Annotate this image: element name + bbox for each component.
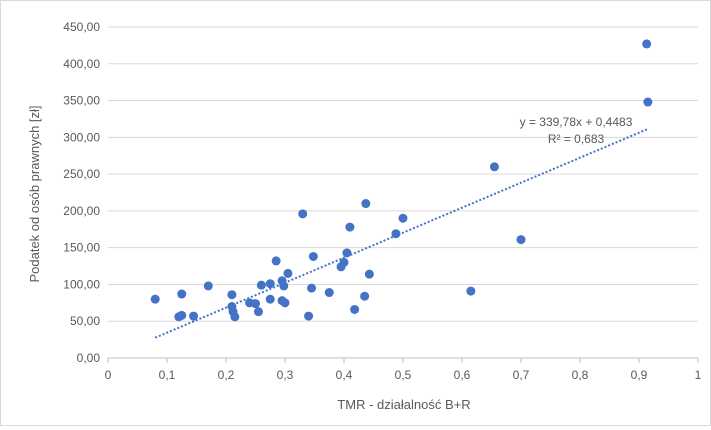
data-point <box>271 256 281 266</box>
data-point <box>298 209 308 219</box>
data-point <box>308 251 318 261</box>
data-point <box>307 283 317 293</box>
data-points <box>150 39 653 322</box>
x-tick-label: 1 <box>695 368 702 382</box>
data-point <box>150 294 160 304</box>
data-point <box>279 281 289 291</box>
y-tick-label: 150,00 <box>63 241 100 255</box>
data-point <box>466 286 476 296</box>
data-point <box>360 291 370 301</box>
data-point <box>177 289 187 299</box>
data-point <box>324 288 334 298</box>
data-point <box>256 280 266 290</box>
data-point <box>398 213 408 223</box>
data-point <box>516 235 526 245</box>
data-point <box>361 199 371 209</box>
y-tick-label: 450,00 <box>63 20 100 34</box>
x-tick-label: 0,7 <box>513 368 530 382</box>
x-tick-label: 0,9 <box>631 368 648 382</box>
trendline-layer <box>154 128 649 339</box>
data-point <box>230 312 240 322</box>
x-tick-label: 0,2 <box>218 368 235 382</box>
y-tick-label: 250,00 <box>63 167 100 181</box>
data-point <box>283 268 293 278</box>
y-tick-label: 400,00 <box>63 57 100 71</box>
data-point <box>345 222 355 232</box>
y-tick-label: 200,00 <box>63 204 100 218</box>
data-point <box>280 298 290 308</box>
x-tick-label: 0,5 <box>395 368 412 382</box>
data-point <box>189 311 199 321</box>
x-tick-label: 0,6 <box>454 368 471 382</box>
y-tick-label: 350,00 <box>63 94 100 108</box>
x-tick-label: 0,1 <box>159 368 176 382</box>
data-point <box>304 311 314 321</box>
data-point <box>203 281 213 291</box>
data-point <box>350 304 360 314</box>
x-tick-label: 0,8 <box>572 368 589 382</box>
y-tick-label: 0,00 <box>77 351 101 365</box>
y-tick-label: 50,00 <box>70 314 100 328</box>
data-point <box>227 290 237 300</box>
axes: 0,00 50,00 100,00 150,00 200,00 250,00 300,00 3… <box>63 20 701 382</box>
y-tick-label: 100,00 <box>63 277 100 291</box>
data-point <box>642 39 652 49</box>
data-point <box>339 257 349 267</box>
trendline-r2: R² = 0,683 <box>548 132 605 146</box>
trendline-equation: y = 339,78x + 0,4483 <box>520 115 633 129</box>
x-tick-label: 0,3 <box>277 368 294 382</box>
data-point <box>342 248 352 258</box>
data-point <box>391 229 401 239</box>
x-tick-label: 0,4 <box>336 368 353 382</box>
data-point <box>489 162 499 172</box>
data-point <box>643 97 653 107</box>
trendline <box>154 128 649 339</box>
x-axis-title: TMR - działalność B+R <box>337 397 470 412</box>
data-point <box>253 307 263 317</box>
data-point <box>265 294 275 304</box>
y-axis-title: Podatek od osób prawnych [zł] <box>27 105 42 282</box>
data-point <box>364 269 374 279</box>
y-tick-label: 300,00 <box>63 130 100 144</box>
data-point <box>177 310 187 320</box>
x-tick-label: 0 <box>105 368 112 382</box>
gridlines <box>108 26 698 359</box>
data-point <box>265 279 275 289</box>
data-point <box>251 299 260 309</box>
